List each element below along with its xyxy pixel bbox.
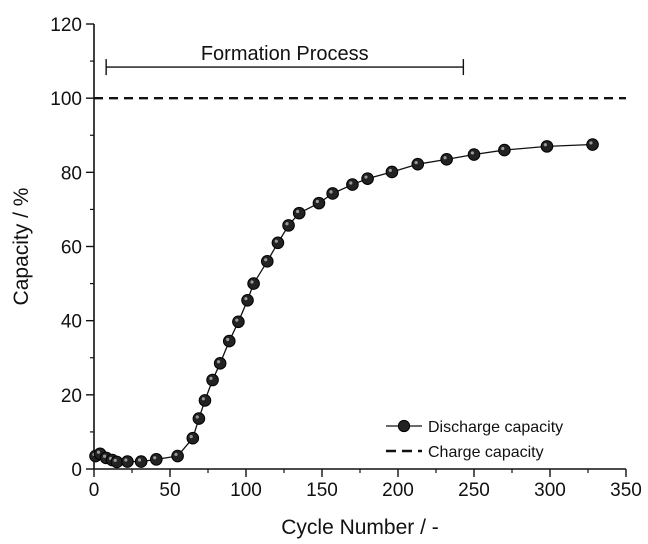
discharge-point <box>312 196 326 210</box>
discharge-point-highlight <box>102 454 107 458</box>
y-tick-label: 40 <box>61 312 82 333</box>
discharge-point-highlight <box>285 222 289 226</box>
y-axis-title: Capacity / % <box>10 188 33 306</box>
discharge-point-highlight <box>315 199 319 204</box>
discharge-point-highlight <box>153 456 157 460</box>
discharge-point-highlight <box>250 280 254 284</box>
discharge-point <box>192 412 206 425</box>
discharge-point <box>134 455 148 468</box>
discharge-point-highlight <box>443 156 447 160</box>
discharge-point <box>171 449 184 463</box>
discharge-point <box>292 206 306 220</box>
discharge-point-highlight <box>244 297 248 301</box>
discharge-point-highlight <box>501 146 505 151</box>
discharge-point <box>186 431 200 445</box>
discharge-point-highlight <box>137 458 142 462</box>
discharge-point-highlight <box>414 160 418 165</box>
plot-area: 0 50 100 150 200 250 300 350 0 20 40 60 80 100 120 Fo… <box>50 15 642 501</box>
discharge-point-highlight <box>113 458 117 462</box>
discharge-point <box>540 140 554 153</box>
x-tick-label: 300 <box>534 480 566 501</box>
x-tick-label: 50 <box>159 480 180 501</box>
x-axis-title: Cycle Number / - <box>281 516 439 539</box>
x-axis-ticks: 0 50 100 150 200 250 300 350 <box>89 469 642 501</box>
discharge-capacity-line <box>95 143 593 463</box>
discharge-point-highlight <box>209 376 213 380</box>
discharge-point-highlight <box>189 435 193 439</box>
legend-discharge-label: Discharge capacity <box>428 419 563 436</box>
discharge-point <box>110 455 124 469</box>
discharge-point-highlight <box>296 209 300 214</box>
discharge-point-highlight <box>543 143 547 147</box>
y-axis-ticks: 0 20 40 60 80 100 120 <box>50 15 94 481</box>
legend-charge-label: Charge capacity <box>428 444 544 461</box>
x-tick-label: 150 <box>306 480 338 501</box>
discharge-point-highlight <box>589 141 593 145</box>
y-tick-label: 60 <box>61 238 82 259</box>
discharge-point-highlight <box>470 151 474 155</box>
discharge-point <box>247 277 260 290</box>
x-tick-label: 200 <box>382 480 414 501</box>
discharge-point-highlight <box>364 175 368 179</box>
discharge-point <box>241 293 254 307</box>
discharge-point-highlight <box>264 258 268 262</box>
discharge-point <box>222 334 236 348</box>
discharge-point-highlight <box>124 458 128 462</box>
discharge-point <box>150 453 163 466</box>
x-tick-label: 350 <box>610 480 642 501</box>
discharge-point <box>361 172 374 185</box>
discharge-point <box>271 236 285 250</box>
series-layer <box>89 96 626 469</box>
legend: Discharge capacity Charge capacity <box>386 419 563 461</box>
discharge-point <box>206 373 219 387</box>
y-tick-label: 0 <box>71 460 82 481</box>
annotation-layer: Formation Process <box>105 43 465 76</box>
x-tick-label: 0 <box>89 480 100 501</box>
discharge-point-highlight <box>274 239 278 243</box>
discharge-point <box>586 138 599 151</box>
discharge-point-highlight <box>201 397 205 401</box>
discharge-point <box>260 255 274 268</box>
discharge-point-highlight <box>226 337 230 342</box>
discharge-point <box>213 357 227 370</box>
discharge-point-highlight <box>388 168 392 172</box>
discharge-point-highlight <box>96 450 101 454</box>
discharge-point <box>467 148 481 161</box>
discharge-point-highlight <box>235 318 239 322</box>
discharge-point <box>411 157 425 171</box>
discharge-point <box>198 394 212 407</box>
x-tick-label: 250 <box>458 480 490 501</box>
y-tick-label: 80 <box>61 163 82 184</box>
discharge-point-highlight <box>174 452 178 457</box>
discharge-point <box>326 187 339 200</box>
discharge-point <box>498 143 511 157</box>
y-tick-label: 120 <box>50 15 82 36</box>
legend-discharge-swatch-marker <box>397 419 411 433</box>
discharge-point <box>282 219 295 232</box>
y-tick-label: 100 <box>50 89 82 110</box>
y-tick-label: 20 <box>61 386 82 407</box>
discharge-point-highlight <box>349 181 353 185</box>
discharge-point-highlight <box>195 415 199 419</box>
discharge-point <box>346 178 359 191</box>
formation-process-label: Formation Process <box>201 43 369 65</box>
discharge-point-highlight <box>329 190 333 194</box>
discharge-point-highlight <box>216 360 221 364</box>
discharge-point <box>121 455 134 468</box>
x-tick-label: 100 <box>230 480 262 501</box>
discharge-point <box>440 153 453 166</box>
discharge-point <box>385 165 399 179</box>
discharge-point <box>232 315 245 329</box>
